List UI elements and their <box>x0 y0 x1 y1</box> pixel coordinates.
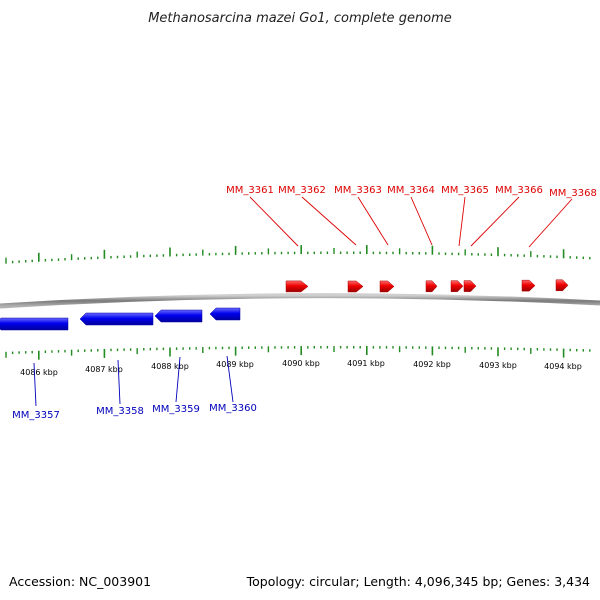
reverse-gene-arrow <box>209 307 241 321</box>
scale-label: 4091 kbp <box>347 359 385 368</box>
forward-gene-arrow <box>463 280 477 292</box>
gene-leader-line <box>301 196 357 246</box>
genome-summary-text: Topology: circular; Length: 4,096,345 bp… <box>246 574 590 589</box>
gene-label: MM_3357 <box>12 410 60 421</box>
gene-leader-line <box>410 196 433 246</box>
gene-leader-line <box>33 362 37 407</box>
forward-gene-arrow <box>347 280 364 293</box>
gene-label: MM_3366 <box>495 185 543 196</box>
scale-label-track: 4086 kbp 4087 kbp 4088 kbp 4089 kbp 4090… <box>20 359 582 377</box>
forward-gene-arrow <box>285 280 309 293</box>
scale-label: 4086 kbp <box>20 368 58 377</box>
scale-label: 4089 kbp <box>216 360 254 369</box>
gene-label: MM_3365 <box>441 185 489 196</box>
forward-gene-arrow <box>521 279 536 292</box>
forward-gene-arrow <box>379 280 395 293</box>
gene-leader-line <box>458 196 466 247</box>
map-title: Methanosarcina mazei Go1, complete genom… <box>148 11 452 26</box>
genome-backbone <box>0 293 600 309</box>
scale-label: 4092 kbp <box>413 360 451 369</box>
forward-gene-arrow <box>450 280 464 292</box>
gene-leader-line <box>528 198 573 248</box>
reverse-gene-track <box>0 307 241 331</box>
outer-tick-track <box>5 245 591 264</box>
forward-gene-arrow <box>425 280 438 293</box>
gene-leader-line <box>175 356 181 403</box>
reverse-gene-arrow <box>154 309 203 323</box>
gene-label: MM_3364 <box>387 185 435 196</box>
gene-label: MM_3362 <box>278 185 326 196</box>
gene-label: MM_3360 <box>209 403 257 414</box>
reverse-gene-arrow <box>79 312 154 326</box>
gene-label: MM_3368 <box>549 188 597 199</box>
forward-gene-track <box>285 279 569 293</box>
accession-text: Accession: NC_003901 <box>9 574 151 589</box>
reverse-gene-arrow <box>0 317 69 331</box>
gene-label: MM_3363 <box>334 185 382 196</box>
gene-leader-line <box>357 196 389 246</box>
gene-leader-line <box>226 355 234 403</box>
gene-leader-line <box>249 196 299 247</box>
scale-label: 4093 kbp <box>479 361 517 370</box>
reverse-gene-labels: MM_3357 MM_3358 MM_3359 MM_3360 <box>12 355 257 421</box>
scale-label: 4088 kbp <box>151 362 189 371</box>
forward-gene-labels: MM_3361 MM_3362 MM_3363 MM_3364 MM_3365 … <box>226 185 597 248</box>
inner-tick-track <box>5 346 591 360</box>
scale-label: 4094 kbp <box>544 362 582 371</box>
scale-label: 4090 kbp <box>282 359 320 368</box>
gene-label: MM_3358 <box>96 406 144 417</box>
scale-label: 4087 kbp <box>85 365 123 374</box>
gene-leader-line <box>117 359 121 405</box>
gene-leader-line <box>470 196 520 247</box>
forward-gene-arrow <box>555 279 569 292</box>
gene-label: MM_3359 <box>152 404 200 415</box>
gene-label: MM_3361 <box>226 185 274 196</box>
